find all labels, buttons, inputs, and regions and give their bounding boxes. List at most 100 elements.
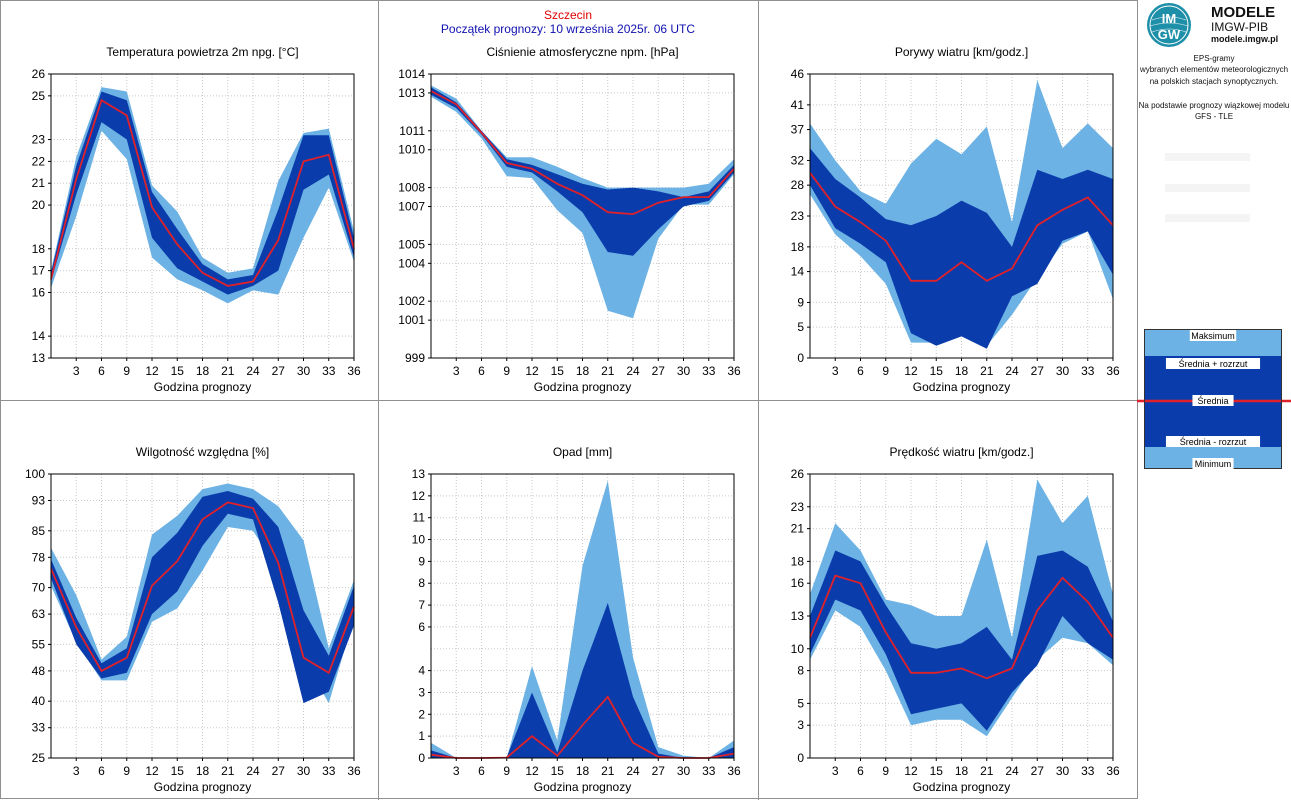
x-tick-label: 36 xyxy=(347,364,361,378)
y-tick-label: 23 xyxy=(791,209,805,223)
x-tick-label: 6 xyxy=(478,764,485,778)
x-tick-label: 3 xyxy=(73,364,80,378)
y-tick-label: 85 xyxy=(32,524,46,538)
y-tick-label: 21 xyxy=(32,176,46,190)
x-tick-label: 21 xyxy=(601,364,615,378)
y-tick-label: 48 xyxy=(32,664,46,678)
spread-band xyxy=(431,87,734,256)
y-tick-label: 1007 xyxy=(398,200,425,214)
x-tick-label: 15 xyxy=(551,764,565,778)
y-tick-label: 14 xyxy=(791,265,805,279)
x-tick-label: 24 xyxy=(1005,364,1019,378)
legend-label-minimum-bg xyxy=(1192,458,1234,469)
x-tick-label: 24 xyxy=(246,364,260,378)
y-tick-label: 1002 xyxy=(398,294,425,308)
y-tick-label: 4 xyxy=(418,664,425,678)
logo-mark-top: IM xyxy=(1162,11,1176,26)
x-tick-label: 21 xyxy=(601,764,615,778)
x-tick-label: 30 xyxy=(677,364,691,378)
legend-box xyxy=(1137,329,1291,469)
x-tick-label: 15 xyxy=(930,364,944,378)
chart-title: Wilgotność względna [%] xyxy=(136,445,269,459)
y-tick-label: 13 xyxy=(791,609,805,623)
x-axis-label: Godzina prognozy xyxy=(913,780,1010,794)
x-tick-label: 6 xyxy=(857,764,864,778)
x-tick-label: 21 xyxy=(221,364,235,378)
y-tick-label: 0 xyxy=(797,751,804,765)
chart-5 xyxy=(428,473,735,761)
y-tick-label: 10 xyxy=(412,533,426,547)
x-tick-label: 12 xyxy=(145,364,159,378)
sidebar-description-3: na polskich stacjach synoptycznych. xyxy=(1149,77,1279,86)
chart-title: Opad [mm] xyxy=(553,445,612,459)
imgw-logo-mark: IM GW xyxy=(1147,3,1191,47)
y-tick-label: 1011 xyxy=(399,124,425,138)
y-tick-label: 999 xyxy=(405,351,425,365)
x-tick-label: 30 xyxy=(677,764,691,778)
y-tick-label: 1001 xyxy=(398,313,425,327)
chart-4 xyxy=(48,473,355,761)
chart-title: Temperatura powietrza 2m npg. [°C] xyxy=(106,45,298,59)
x-tick-label: 21 xyxy=(980,764,994,778)
chart-title: Prędkość wiatru [km/godz.] xyxy=(889,445,1033,459)
envelope-band-max-min xyxy=(431,480,734,758)
y-tick-label: 13 xyxy=(412,467,426,481)
x-tick-label: 18 xyxy=(955,364,969,378)
legend-label-minimum: Minimum xyxy=(1195,459,1232,469)
chart-3 xyxy=(807,73,1114,361)
x-tick-label: 18 xyxy=(196,364,210,378)
y-tick-label: 25 xyxy=(32,751,46,765)
y-tick-label: 9 xyxy=(797,295,804,309)
y-tick-label: 3 xyxy=(797,718,804,732)
x-tick-label: 9 xyxy=(503,364,510,378)
x-tick-label: 24 xyxy=(626,364,640,378)
envelope-band-max-min xyxy=(810,479,1113,737)
y-tick-label: 28 xyxy=(791,178,805,192)
imgw-logo: IM GW xyxy=(1144,2,1194,48)
x-tick-label: 6 xyxy=(478,364,485,378)
forecast-start: Początek prognozy: 10 września 2025r. 06… xyxy=(440,22,696,36)
x-tick-label: 9 xyxy=(503,764,510,778)
y-tick-label: 13 xyxy=(32,351,46,365)
mean-line xyxy=(50,98,355,287)
legend-label-mean-bg xyxy=(1192,395,1234,406)
x-tick-label: 9 xyxy=(882,764,889,778)
x-tick-label: 27 xyxy=(1031,364,1045,378)
station-name: Szczecin xyxy=(543,8,593,22)
sidebar-description-1: EPS-gramy xyxy=(1193,54,1235,63)
x-tick-label: 33 xyxy=(1081,764,1095,778)
y-tick-label: 37 xyxy=(791,123,805,137)
logo-url: modele.imgw.pl xyxy=(1211,34,1279,44)
y-tick-label: 5 xyxy=(797,320,804,334)
x-tick-label: 33 xyxy=(322,364,336,378)
x-tick-label: 27 xyxy=(272,364,286,378)
y-tick-label: 0 xyxy=(418,751,425,765)
chart-6 xyxy=(807,473,1114,761)
y-tick-label: 32 xyxy=(791,153,805,167)
y-tick-label: 1005 xyxy=(398,237,425,251)
spread-band xyxy=(51,491,354,704)
x-tick-label: 36 xyxy=(727,364,741,378)
y-tick-label: 21 xyxy=(791,522,805,536)
x-tick-label: 24 xyxy=(246,764,260,778)
y-tick-label: 2 xyxy=(418,707,425,721)
x-tick-label: 30 xyxy=(1056,364,1070,378)
x-tick-label: 30 xyxy=(297,764,311,778)
y-tick-label: 7 xyxy=(418,598,425,612)
x-tick-label: 36 xyxy=(347,764,361,778)
spread-band xyxy=(810,550,1113,731)
y-tick-label: 78 xyxy=(32,550,46,564)
sidebar-description-2: wybranych elementów meteorologicznych xyxy=(1139,65,1289,74)
y-tick-label: 12 xyxy=(412,489,426,503)
x-tick-label: 6 xyxy=(98,364,105,378)
x-tick-label: 27 xyxy=(652,764,666,778)
y-tick-label: 46 xyxy=(791,67,805,81)
y-tick-label: 20 xyxy=(32,198,46,212)
y-tick-label: 93 xyxy=(32,494,46,508)
y-tick-label: 18 xyxy=(32,242,46,256)
logo-mark-bottom: GW xyxy=(1158,27,1181,42)
legend-label-maximum-bg xyxy=(1189,330,1237,341)
y-tick-label: 16 xyxy=(32,285,46,299)
x-tick-label: 12 xyxy=(904,764,918,778)
x-tick-label: 3 xyxy=(832,764,839,778)
